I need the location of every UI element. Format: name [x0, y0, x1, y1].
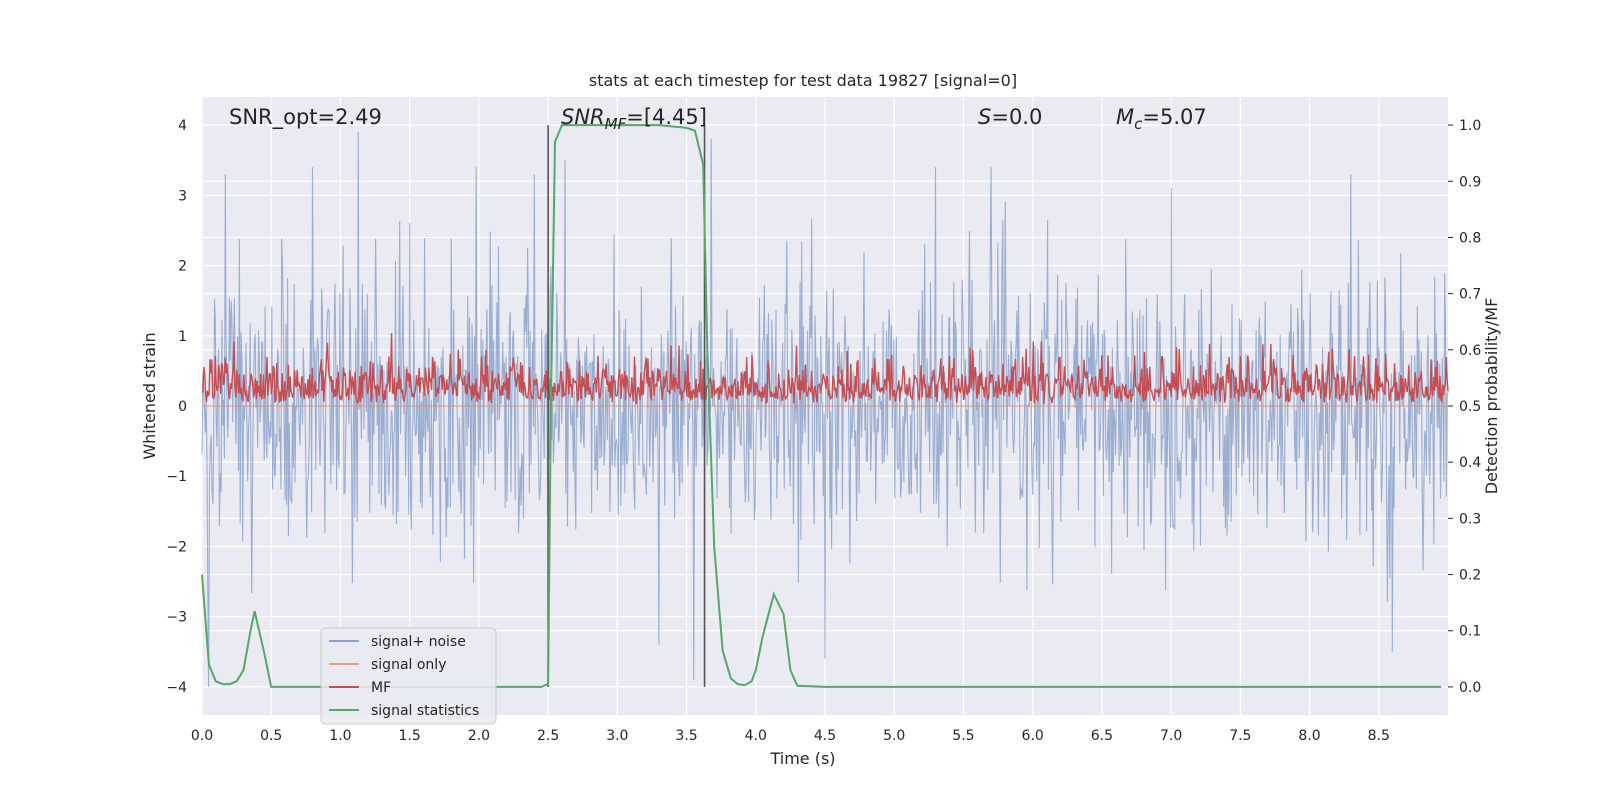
x-tick-label: 0.5	[260, 728, 282, 744]
s-value: =0.0	[991, 105, 1042, 129]
x-tick-label: 8.0	[1298, 728, 1320, 744]
y-right-tick-label: 0.7	[1459, 287, 1481, 303]
y-right-tick-label: 0.3	[1459, 511, 1481, 527]
y-left-tick-label: 1	[178, 329, 187, 345]
mf-line	[201, 332, 1449, 405]
y-left-tick-label: 4	[178, 118, 187, 134]
x-tick-label: 2.0	[468, 728, 490, 744]
legend: signal+ noise signal only MF signal stat…	[320, 627, 497, 725]
snr-mf-subscript: MF	[605, 115, 627, 133]
y-left-tick-label: 3	[178, 188, 187, 204]
y-right-tick-label: 0.2	[1459, 568, 1481, 584]
chart-title: stats at each timestep for test data 198…	[589, 71, 1017, 90]
s-annotation: S=0.0	[978, 105, 1042, 129]
x-tick-label: 5.5	[952, 728, 974, 744]
x-tick-label: 8.5	[1368, 728, 1390, 744]
signal-statistics-line	[201, 124, 1442, 688]
y-left-tick-label: −2	[166, 539, 187, 555]
snr-mf-annotation: SNRMF=[4.45]	[561, 105, 707, 133]
legend-label-signal-only: signal only	[371, 657, 446, 673]
x-tick-label: 0.0	[191, 728, 213, 744]
legend-label-stat: signal statistics	[371, 703, 479, 719]
x-tick-label: 1.5	[399, 728, 421, 744]
x-tick-label: 1.0	[329, 728, 351, 744]
legend-label-mf: MF	[371, 680, 391, 696]
x-tick-label: 2.5	[537, 728, 559, 744]
x-tick-label: 6.5	[1091, 728, 1113, 744]
y-right-tick-label: 1.0	[1459, 118, 1481, 134]
y-right-tick-label: 0.4	[1459, 455, 1481, 471]
mc-symbol: M	[1116, 105, 1134, 129]
y-left-tick-label: 0	[178, 399, 187, 415]
y-left-tick-label: −4	[166, 680, 187, 696]
x-tick-label: 4.0	[745, 728, 767, 744]
y-left-tick-label: −3	[166, 610, 187, 626]
signal-noise-series	[201, 132, 1449, 687]
snr-mf-value: =[4.45]	[626, 105, 707, 129]
x-tick-label: 3.0	[606, 728, 628, 744]
y-right-tick-label: 0.6	[1459, 343, 1481, 359]
y-axis-left-label: Whitened strain	[140, 332, 159, 459]
x-axis-label: Time (s)	[769, 749, 835, 768]
snr-opt-text: SNR_opt=2.49	[229, 105, 382, 130]
snr-mf-symbol: SNR	[561, 105, 605, 129]
x-tick-label: 6.0	[1022, 728, 1044, 744]
y-right-tick-label: 0.0	[1459, 680, 1481, 696]
x-tick-label: 3.5	[675, 728, 697, 744]
mc-value: =5.07	[1142, 105, 1206, 129]
y-right-tick-label: 0.9	[1459, 174, 1481, 190]
y-right-tick-label: 0.1	[1459, 624, 1481, 640]
signal-statistics-series	[201, 124, 1442, 688]
x-tick-label: 7.5	[1229, 728, 1251, 744]
mc-annotation: Mc=5.07	[1116, 105, 1207, 133]
mf-series	[201, 332, 1449, 405]
x-tick-label: 7.0	[1160, 728, 1182, 744]
mc-subscript: c	[1134, 115, 1143, 133]
signal-noise-line	[201, 132, 1449, 687]
snr-opt-annotation: SNR_opt=2.49	[229, 105, 382, 130]
axis-ticks: 0.0 0.5 1.0 1.5 2.0 2.5 3.0 3.5 4.0 4.5 5.0 5.5 6.0 6…	[166, 118, 1481, 744]
x-tick-label: 5.0	[883, 728, 905, 744]
y-axis-right-label: Detection probability/MF	[1482, 298, 1501, 495]
y-left-tick-label: 2	[178, 259, 187, 275]
x-tick-label: 4.5	[814, 728, 836, 744]
y-right-tick-label: 0.8	[1459, 230, 1481, 246]
legend-label-noise: signal+ noise	[371, 634, 466, 650]
y-right-tick-label: 0.5	[1459, 399, 1481, 415]
s-symbol: S	[978, 105, 991, 129]
y-left-tick-label: −1	[166, 469, 187, 485]
legend-box	[320, 627, 497, 725]
